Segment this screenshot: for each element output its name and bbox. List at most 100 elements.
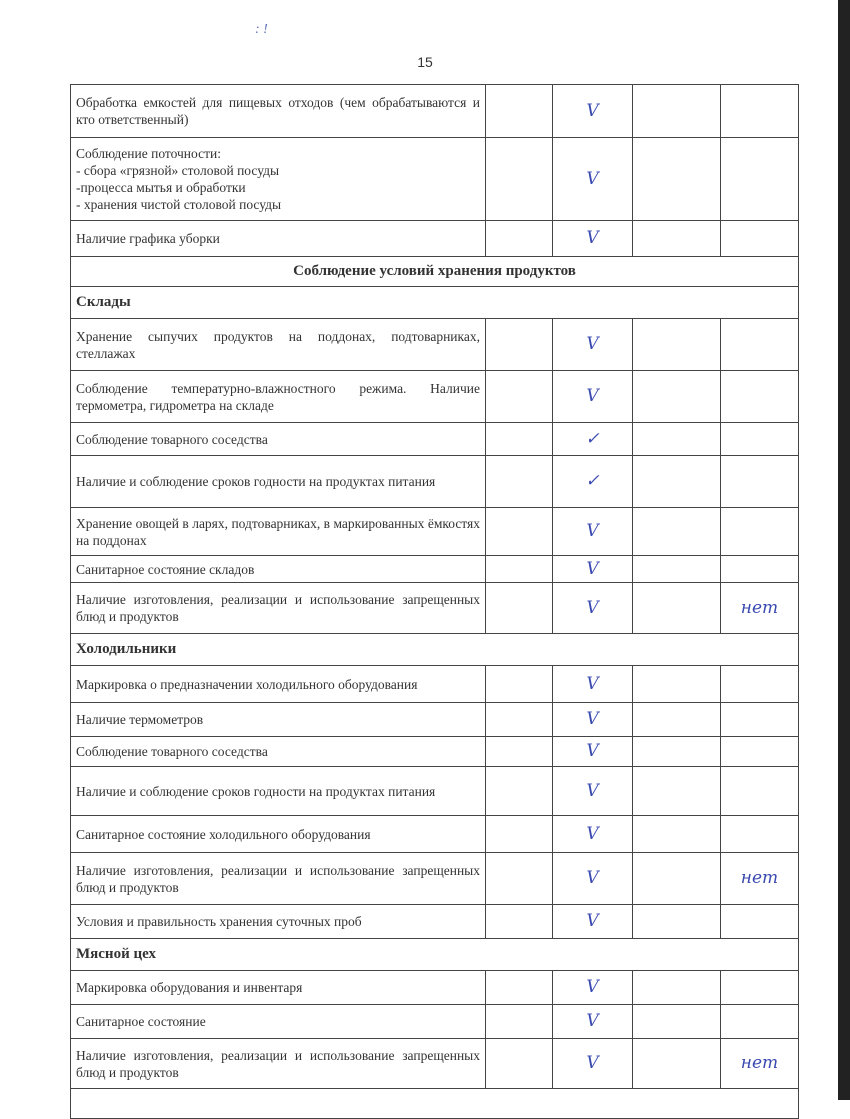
table-row: Условия и правильность хранения суточных… xyxy=(70,904,799,939)
handwritten-note: нет xyxy=(720,1038,799,1089)
empty-cell xyxy=(485,582,553,634)
empty-cell xyxy=(485,1038,553,1089)
criterion-text: Маркировка оборудования и инвентаря xyxy=(70,970,486,1005)
empty-cell xyxy=(485,766,553,816)
check-mark: V xyxy=(552,582,633,634)
checklist-table: Обработка емкостей для пищевых отходов (… xyxy=(70,84,799,1119)
empty-cell xyxy=(632,852,721,905)
criterion-text: Наличие и соблюдение сроков годности на … xyxy=(70,766,486,816)
criterion-text: Наличие изготовления, реализации и испол… xyxy=(70,852,486,905)
subsection-title: Холодильники xyxy=(70,633,799,666)
table-row: Наличие графика уборки V xyxy=(70,220,799,257)
criterion-text: Соблюдение товарного соседства xyxy=(70,422,486,456)
empty-cell xyxy=(632,665,721,703)
page-number: 15 xyxy=(417,54,433,70)
handwritten-note xyxy=(720,904,799,939)
empty-cell xyxy=(485,852,553,905)
empty-cell xyxy=(485,665,553,703)
subsection-title: Мясной цех xyxy=(70,938,799,971)
empty-cell xyxy=(485,137,553,221)
check-mark: V xyxy=(552,84,633,138)
empty-cell xyxy=(632,422,721,456)
section-row: Склады xyxy=(70,286,799,319)
empty-cell xyxy=(485,220,553,257)
table-row: Наличие изготовления, реализации и испол… xyxy=(70,852,799,905)
empty-cell xyxy=(632,766,721,816)
check-mark: ✓ xyxy=(552,422,633,456)
table-row: Соблюдение товарного соседства V xyxy=(70,736,799,767)
empty-cell xyxy=(632,904,721,939)
check-mark: V xyxy=(552,507,633,556)
check-mark: ✓ xyxy=(552,455,633,508)
handwritten-note xyxy=(720,702,799,737)
criterion-text: Условия и правильность хранения суточных… xyxy=(70,904,486,939)
table-row: Соблюдение товарного соседства ✓ xyxy=(70,422,799,456)
subsection-title xyxy=(70,1088,799,1119)
empty-cell xyxy=(485,815,553,853)
criterion-text: Наличие изготовления, реализации и испол… xyxy=(70,1038,486,1089)
table-row: Наличие и соблюдение сроков годности на … xyxy=(70,766,799,816)
empty-cell xyxy=(485,422,553,456)
empty-cell xyxy=(485,555,553,583)
scan-marks: : ! xyxy=(255,22,268,37)
check-mark: V xyxy=(552,370,633,423)
empty-cell xyxy=(485,904,553,939)
handwritten-note xyxy=(720,84,799,138)
empty-cell xyxy=(632,455,721,508)
check-mark: V xyxy=(552,318,633,371)
empty-cell xyxy=(485,84,553,138)
check-mark: V xyxy=(552,220,633,257)
table-row: Наличие термометров V xyxy=(70,702,799,737)
empty-cell xyxy=(632,702,721,737)
empty-cell xyxy=(485,318,553,371)
empty-cell xyxy=(485,736,553,767)
empty-cell xyxy=(485,970,553,1005)
empty-cell xyxy=(632,970,721,1005)
table-row: Наличие изготовления, реализации и испол… xyxy=(70,1038,799,1089)
table-row: Соблюдение поточности: - сбора «грязной»… xyxy=(70,137,799,221)
handwritten-note xyxy=(720,137,799,221)
empty-cell xyxy=(632,1038,721,1089)
table-row: Хранение овощей в ларях, подтоварниках, … xyxy=(70,507,799,556)
criterion-text: Санитарное состояние холодильного оборуд… xyxy=(70,815,486,853)
handwritten-note xyxy=(720,736,799,767)
check-mark: V xyxy=(552,815,633,853)
check-mark: V xyxy=(552,766,633,816)
handwritten-note xyxy=(720,370,799,423)
handwritten-note: нет xyxy=(720,852,799,905)
criterion-text: Соблюдение товарного соседства xyxy=(70,736,486,767)
empty-cell xyxy=(632,220,721,257)
check-mark: V xyxy=(552,852,633,905)
subsection-title: Склады xyxy=(70,286,799,319)
section-heading: Соблюдение условий хранения продуктов xyxy=(70,256,799,287)
table-row: Маркировка оборудования и инвентаря V xyxy=(70,970,799,1005)
empty-cell xyxy=(632,137,721,221)
criterion-text: Санитарное состояние xyxy=(70,1004,486,1039)
table-row: Соблюдение температурно-влажностного реж… xyxy=(70,370,799,423)
handwritten-note xyxy=(720,665,799,703)
handwritten-note xyxy=(720,1004,799,1039)
table-row: Обработка емкостей для пищевых отходов (… xyxy=(70,84,799,138)
empty-cell xyxy=(485,455,553,508)
check-mark: V xyxy=(552,736,633,767)
handwritten-note xyxy=(720,455,799,508)
criterion-text: Наличие термометров xyxy=(70,702,486,737)
criterion-text: Соблюдение температурно-влажностного реж… xyxy=(70,370,486,423)
table-row: Маркировка о предназначении холодильного… xyxy=(70,665,799,703)
criterion-text: Наличие и соблюдение сроков годности на … xyxy=(70,455,486,508)
section-row xyxy=(70,1088,799,1119)
handwritten-note xyxy=(720,507,799,556)
check-mark: V xyxy=(552,555,633,583)
check-mark: V xyxy=(552,665,633,703)
scan-edge xyxy=(838,0,850,1100)
criterion-text: Санитарное состояние складов xyxy=(70,555,486,583)
empty-cell xyxy=(632,582,721,634)
handwritten-note xyxy=(720,766,799,816)
table-row: Санитарное состояние холодильного оборуд… xyxy=(70,815,799,853)
handwritten-note xyxy=(720,318,799,371)
empty-cell xyxy=(485,1004,553,1039)
empty-cell xyxy=(632,318,721,371)
section-row: Холодильники xyxy=(70,633,799,666)
table-row: Хранение сыпучих продуктов на поддонах, … xyxy=(70,318,799,371)
heading-row: Соблюдение условий хранения продуктов xyxy=(70,256,799,287)
